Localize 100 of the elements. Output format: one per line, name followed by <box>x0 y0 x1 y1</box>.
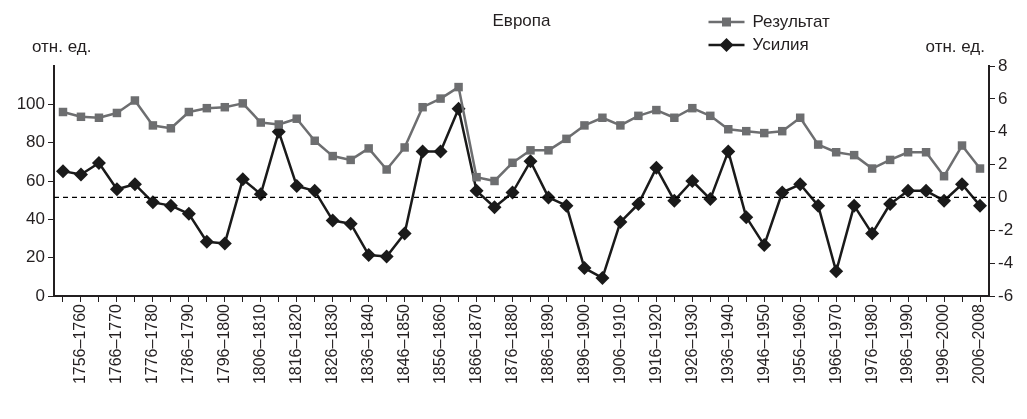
legend-label: Результат <box>752 11 831 31</box>
x-tick-label: 1796–1800 <box>215 303 233 385</box>
point <box>361 247 376 262</box>
point <box>706 111 715 121</box>
point <box>901 183 916 198</box>
point <box>957 141 967 150</box>
point <box>937 193 952 208</box>
y2-tick-label: -2 <box>998 219 1014 239</box>
point <box>598 113 607 122</box>
point <box>166 124 176 133</box>
point <box>199 234 214 249</box>
point <box>973 198 988 213</box>
point <box>145 195 160 210</box>
point <box>757 238 772 253</box>
y-axis-title: отн. ед. <box>32 37 92 56</box>
x-tick-label: 1946–1950 <box>754 303 772 385</box>
point <box>523 154 538 169</box>
point <box>382 165 391 174</box>
point <box>238 99 248 108</box>
point <box>865 226 880 241</box>
x-tick-label: 1866–1870 <box>466 303 484 385</box>
point <box>975 164 985 173</box>
point <box>55 164 70 179</box>
point <box>418 102 427 112</box>
point <box>508 158 517 168</box>
x-tick-label: 1986–1990 <box>898 303 916 385</box>
point <box>397 226 412 241</box>
point <box>793 177 808 192</box>
point <box>328 151 337 161</box>
y2-tick-label: 0 <box>998 187 1008 207</box>
point <box>256 118 266 127</box>
point <box>580 121 589 130</box>
point <box>526 146 535 155</box>
point <box>829 264 844 279</box>
point <box>559 198 574 213</box>
y2-tick-label: 4 <box>998 121 1008 141</box>
point <box>505 185 520 200</box>
point <box>724 125 733 134</box>
point <box>130 96 140 105</box>
y-tick-label: 100 <box>16 94 45 114</box>
x-tick-label: 1976–1980 <box>862 303 880 385</box>
point <box>883 197 898 211</box>
point <box>415 144 430 159</box>
point <box>469 183 484 198</box>
y-tick-label: 0 <box>35 285 45 305</box>
x-tick-label: 1786–1790 <box>179 303 197 385</box>
point <box>235 172 250 187</box>
point <box>955 177 970 192</box>
point <box>811 198 826 213</box>
point <box>721 144 736 159</box>
x-tick-label: 1876–1880 <box>502 303 520 385</box>
point <box>544 146 553 155</box>
point <box>91 155 106 170</box>
y2-axis-title: отн. ед. <box>925 37 985 56</box>
y2-tick-label: -6 <box>998 285 1014 305</box>
y-tick-label: 80 <box>26 132 45 152</box>
point <box>703 192 718 207</box>
x-tick-label: 1906–1910 <box>610 303 628 385</box>
point <box>742 126 751 136</box>
point <box>739 210 754 225</box>
point <box>541 190 556 205</box>
point <box>631 197 646 211</box>
point <box>577 261 592 276</box>
point <box>613 215 628 230</box>
point <box>595 270 610 285</box>
legend-label: Усилия <box>752 34 809 54</box>
y2-tick-label: 6 <box>998 88 1008 108</box>
point <box>667 193 682 208</box>
point <box>325 213 340 228</box>
point <box>652 105 661 115</box>
y2-tick-label: 2 <box>998 154 1008 174</box>
point <box>649 160 664 175</box>
point <box>919 183 934 198</box>
x-tick-label: 1956–1960 <box>790 303 808 385</box>
y2-tick-label: -4 <box>998 252 1014 272</box>
x-tick-label: 1846–1850 <box>395 303 413 385</box>
y-tick-label: 40 <box>26 209 45 229</box>
point <box>813 140 823 149</box>
point <box>847 198 862 213</box>
point <box>307 183 322 198</box>
point <box>775 185 790 200</box>
point <box>364 144 373 153</box>
x-tick-label: 1776–1780 <box>143 303 161 385</box>
point <box>400 143 409 152</box>
point <box>217 236 232 251</box>
x-tick-label: 1856–1860 <box>430 303 448 385</box>
point <box>688 103 697 113</box>
x-tick-label: 1756–1760 <box>71 303 89 385</box>
point <box>685 174 700 188</box>
point <box>163 198 178 213</box>
point <box>670 113 679 122</box>
point <box>310 136 319 145</box>
point <box>436 94 445 103</box>
point <box>181 206 196 221</box>
y-tick-label: 60 <box>26 170 45 190</box>
point <box>148 121 158 130</box>
point <box>109 182 124 197</box>
x-tick-label: 2006–2008 <box>970 303 988 385</box>
point <box>127 177 142 192</box>
point <box>253 187 268 202</box>
